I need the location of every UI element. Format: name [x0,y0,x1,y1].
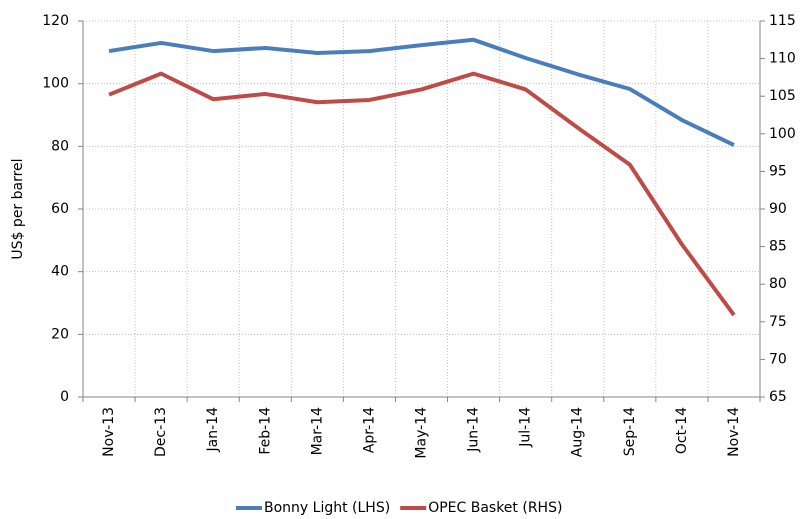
y2-tick-label: 105 [769,88,796,104]
x-tick-label: May-14 [414,407,430,459]
y2-tick-label: 90 [769,201,787,217]
y-tick-label: 0 [60,389,69,405]
y2-tick-label: 95 [769,163,787,179]
y-axis-label: US$ per barrel [10,158,26,259]
x-tick-label: Mar-14 [309,407,325,455]
legend-label: Bonny Light (LHS) [264,500,390,516]
y2-tick-label: 80 [769,276,787,292]
y2-tick-label: 70 [769,351,787,367]
x-tick-label: Oct-14 [674,407,690,454]
y-tick-label: 60 [51,201,69,217]
y2-tick-label: 100 [769,126,796,142]
series-line [108,71,736,317]
y-tick-label: 20 [51,326,69,342]
series-line [108,37,735,147]
y2-tick-label: 75 [769,314,787,330]
y-tick-label: 40 [51,264,69,280]
x-tick-label: Jul-14 [518,407,534,448]
x-tick-label: Nov-14 [726,407,742,457]
y-tick-label: 120 [42,13,69,29]
y2-tick-label: 85 [769,239,787,255]
y-tick-label: 80 [51,138,69,154]
x-tick-label: Aug-14 [570,407,586,457]
x-tick-label: Apr-14 [361,407,377,453]
x-tick-label: Sep-14 [622,407,638,456]
y-tick-label: 100 [42,76,69,92]
legend-label: OPEC Basket (RHS) [428,500,562,516]
x-tick-label: Dec-13 [153,407,169,457]
y2-tick-label: 115 [769,13,796,29]
x-tick-label: Jun-14 [466,407,482,453]
y2-tick-label: 110 [769,51,796,67]
y2-tick-label: 65 [769,389,787,405]
x-tick-label: Nov-13 [101,407,117,457]
x-tick-label: Jan-14 [205,407,221,453]
x-tick-label: Feb-14 [257,407,273,455]
